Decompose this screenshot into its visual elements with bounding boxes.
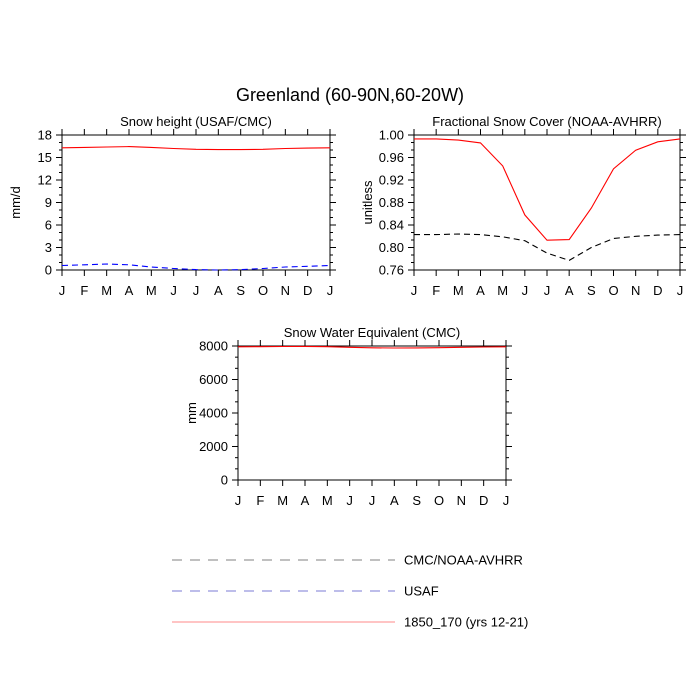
y-tick-label: 15 bbox=[38, 150, 52, 165]
panel-3: Snow Water Equivalent (CMC) mm 0 2000 4000 60… bbox=[184, 325, 512, 508]
y-tick-label: 0 bbox=[45, 263, 52, 278]
x-tick-label: S bbox=[236, 283, 245, 298]
x-tick-label: F bbox=[432, 283, 440, 298]
x-tick-label: J bbox=[170, 283, 177, 298]
y-tick-label: 6 bbox=[45, 218, 52, 233]
panel-title: Snow height (USAF/CMC) bbox=[120, 114, 272, 129]
x-tick-label: F bbox=[256, 493, 264, 508]
x-tick-label: O bbox=[608, 283, 618, 298]
y-axis-label: mm bbox=[184, 402, 199, 424]
x-tick-label: J bbox=[503, 493, 510, 508]
x-tick-label: A bbox=[565, 283, 574, 298]
x-tick-label: M bbox=[146, 283, 157, 298]
y-tick-label: 0.88 bbox=[379, 195, 404, 210]
x-tick-label: J bbox=[544, 283, 551, 298]
plot-frame bbox=[413, 134, 681, 271]
y-tick-label: 6000 bbox=[199, 372, 228, 387]
y-tick-label: 1.00 bbox=[379, 128, 404, 143]
x-tick-label: A bbox=[390, 493, 399, 508]
y-tick-label: 9 bbox=[45, 195, 52, 210]
series-line-usaf bbox=[61, 263, 331, 271]
legend-label: USAF bbox=[404, 584, 439, 599]
x-tick-label: A bbox=[301, 493, 310, 508]
x-tick-label: S bbox=[587, 283, 596, 298]
x-tick-label: S bbox=[412, 493, 421, 508]
figure-title: Greenland (60-90N,60-20W) bbox=[236, 85, 464, 105]
x-tick-label: J bbox=[677, 283, 684, 298]
y-tick-label: 0 bbox=[221, 473, 228, 488]
y-tick-label: 0.76 bbox=[379, 263, 404, 278]
x-tick-label: M bbox=[322, 493, 333, 508]
y-tick-label: 12 bbox=[38, 173, 52, 188]
x-tick-label: D bbox=[653, 283, 662, 298]
x-tick-label: O bbox=[258, 283, 268, 298]
x-tick-label: O bbox=[434, 493, 444, 508]
y-axis-label: mm/d bbox=[8, 186, 23, 219]
series-line-1850-170-yrs-12-21 bbox=[61, 146, 331, 151]
panel-title: Fractional Snow Cover (NOAA-AVHRR) bbox=[432, 114, 661, 129]
y-tick-label: 0.96 bbox=[379, 150, 404, 165]
y-tick-label: 0.80 bbox=[379, 240, 404, 255]
x-tick-label: J bbox=[59, 283, 66, 298]
y-axis-label: unitless bbox=[360, 180, 375, 225]
x-tick-label: J bbox=[522, 283, 529, 298]
series-line-cmc-noaa-avhrr bbox=[414, 233, 681, 261]
panel-2: Fractional Snow Cover (NOAA-AVHRR) unitle… bbox=[360, 114, 686, 298]
x-tick-label: M bbox=[497, 283, 508, 298]
plot-frame bbox=[237, 345, 507, 481]
y-tick-label: 4000 bbox=[199, 406, 228, 421]
x-tick-label: M bbox=[453, 283, 464, 298]
legend: CMC/NOAA-AVHRR USAF 1850_170 (yrs 12-21) bbox=[172, 553, 528, 630]
x-tick-label: A bbox=[125, 283, 134, 298]
x-tick-label: J bbox=[235, 493, 242, 508]
y-tick-label: 3 bbox=[45, 240, 52, 255]
y-tick-label: 2000 bbox=[199, 439, 228, 454]
x-tick-label: J bbox=[327, 283, 334, 298]
panel-title: Snow Water Equivalent (CMC) bbox=[284, 325, 461, 340]
x-tick-label: N bbox=[457, 493, 466, 508]
x-tick-label: A bbox=[476, 283, 485, 298]
y-tick-label: 0.92 bbox=[379, 173, 404, 188]
legend-label: 1850_170 (yrs 12-21) bbox=[404, 615, 528, 630]
x-tick-label: M bbox=[101, 283, 112, 298]
y-tick-label: 0.84 bbox=[379, 218, 404, 233]
y-tick-label: 8000 bbox=[199, 339, 228, 354]
x-tick-label: J bbox=[346, 493, 353, 508]
plot-frame bbox=[61, 134, 331, 271]
legend-label: CMC/NOAA-AVHRR bbox=[404, 553, 523, 568]
x-tick-label: J bbox=[411, 283, 418, 298]
series-line-1850-170-yrs-12-21 bbox=[414, 138, 681, 241]
x-tick-label: D bbox=[303, 283, 312, 298]
x-tick-label: N bbox=[631, 283, 640, 298]
x-tick-label: A bbox=[214, 283, 223, 298]
x-tick-label: J bbox=[369, 493, 376, 508]
series-line-1850-170-yrs-12-21 bbox=[237, 345, 507, 349]
x-tick-label: J bbox=[193, 283, 200, 298]
x-tick-label: N bbox=[281, 283, 290, 298]
x-tick-label: M bbox=[277, 493, 288, 508]
x-tick-label: D bbox=[479, 493, 488, 508]
y-tick-label: 18 bbox=[38, 128, 52, 143]
x-tick-label: F bbox=[80, 283, 88, 298]
